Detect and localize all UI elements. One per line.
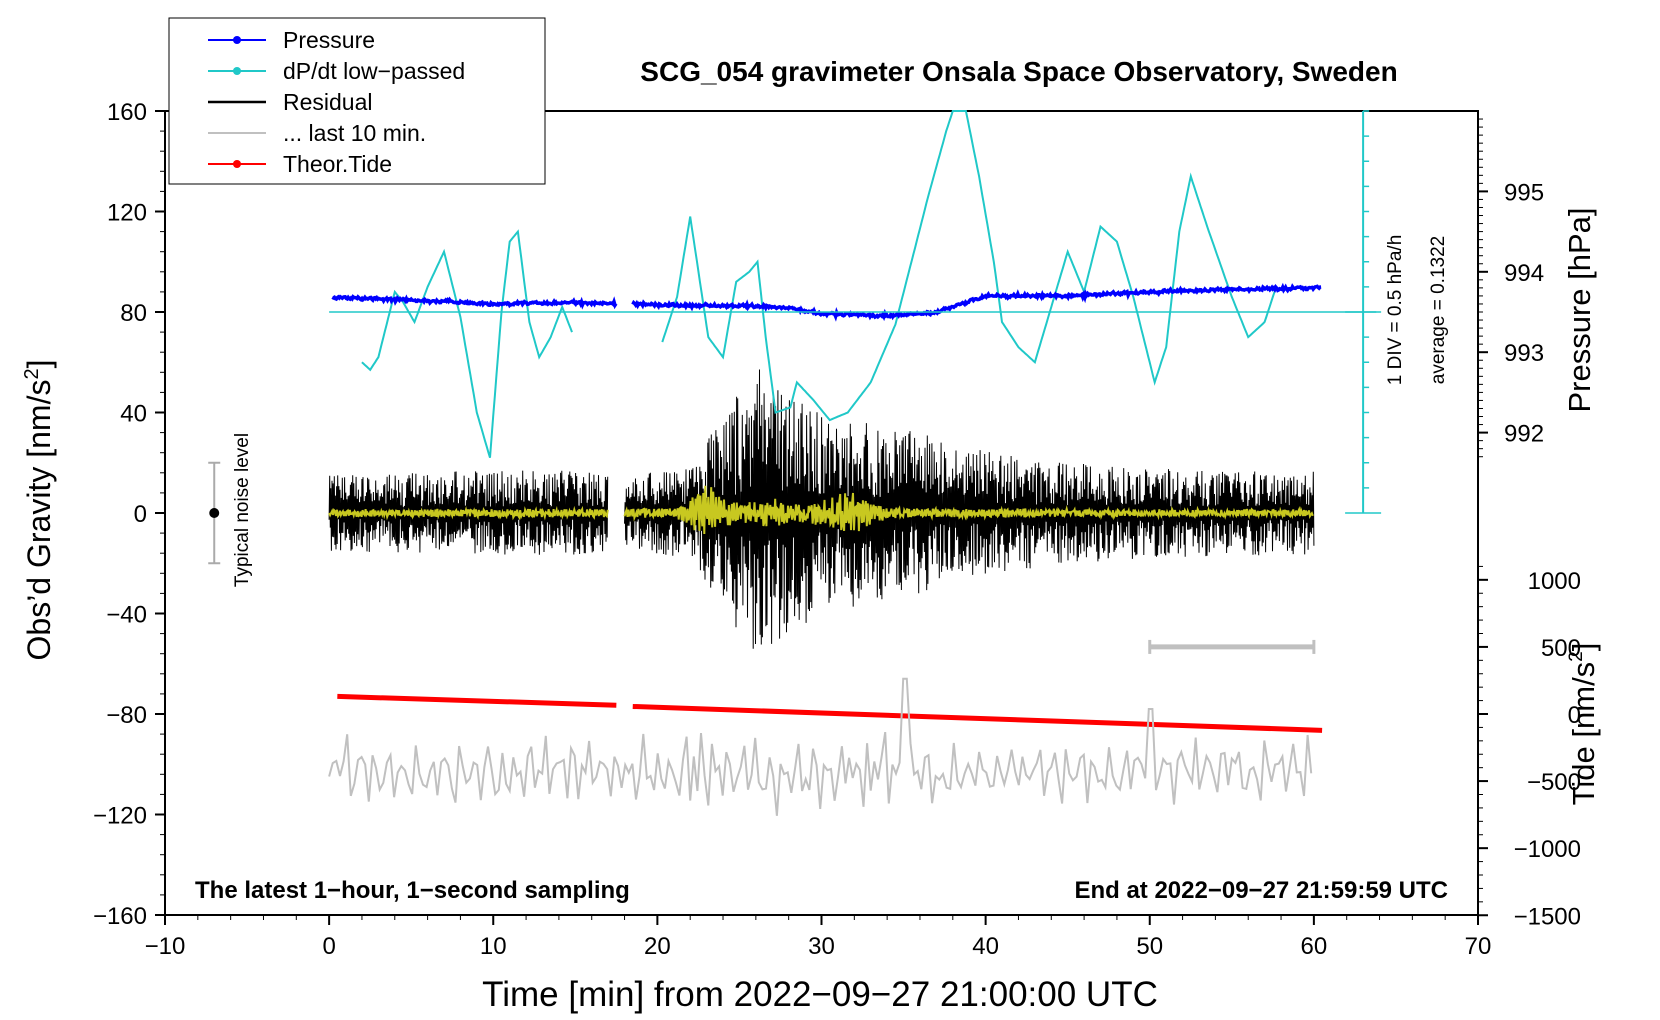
pressure-tick-label: 992 — [1504, 421, 1544, 448]
x-tick-label: 20 — [644, 933, 671, 960]
y-tick-label: 120 — [107, 200, 147, 227]
x-axis: −10 0 10 20 30 40 50 60 70 — [145, 915, 1492, 960]
y-axis-label-tide: Tide [nm/s2] — [1566, 643, 1601, 806]
x-tick-label: −10 — [145, 933, 186, 960]
tide-tick-label: 1000 — [1528, 568, 1581, 595]
noise-bar-point — [209, 508, 220, 518]
series-layer — [328, 110, 1323, 816]
annotation-sampling: The latest 1−hour, 1−second sampling — [195, 877, 630, 904]
x-axis-label: Time [min] from 2022−09−27 21:00:00 UTC — [482, 975, 1158, 1014]
x-tick-label: 30 — [808, 933, 835, 960]
y-tick-label: 40 — [120, 401, 147, 428]
tide-tick-label: −500 — [1527, 769, 1581, 796]
dpdt-line — [661, 110, 1278, 422]
pressure-line — [331, 294, 618, 310]
y-axis-tide: 1000 500 0 −500 −1000 −1500 — [1478, 565, 1581, 930]
tide-tick-label: −1500 — [1514, 903, 1581, 930]
x-tick-label: 50 — [1136, 933, 1163, 960]
filtered-residual-line — [328, 505, 609, 521]
pressure-tick-label: 995 — [1504, 179, 1544, 206]
legend-label: Theor.Tide — [283, 151, 392, 177]
annotation-div-scale: 1 DIV = 0.5 hPa/h — [1385, 235, 1406, 386]
tide-tick-label: 500 — [1541, 635, 1581, 662]
y-axis-gravity: 160 120 80 40 0 −40 −80 −120 −160 — [93, 99, 165, 930]
y-tick-label: −120 — [93, 803, 147, 830]
legend: Pressure dP/dt low−passed Residual ... last… — [168, 17, 546, 185]
last-10-min-line — [328, 677, 1313, 816]
x-tick-label: 70 — [1465, 933, 1492, 960]
legend-label: dP/dt low−passed — [283, 58, 465, 84]
x-tick-label: 10 — [480, 933, 507, 960]
y-tick-label: 0 — [134, 501, 147, 528]
y-axis-pressure: 992 993 994 995 — [1478, 118, 1544, 458]
x-tick-label: 60 — [1301, 933, 1328, 960]
legend-marker — [233, 160, 241, 168]
x-tick-label: 40 — [972, 933, 999, 960]
pressure-tick-label: 994 — [1504, 260, 1544, 287]
dpdt-line — [361, 229, 573, 458]
annotations — [208, 110, 1382, 654]
pressure-line — [631, 282, 1322, 322]
y-tick-label: 160 — [107, 99, 147, 126]
annotation-average: average = 0.1322 — [1428, 236, 1449, 384]
y-tick-label: −40 — [106, 602, 147, 629]
legend-marker — [233, 36, 241, 44]
y-axis-label-pressure: Pressure [hPa] — [1562, 207, 1597, 412]
legend-label: Pressure — [283, 27, 375, 53]
pressure-tick-label: 993 — [1504, 340, 1544, 367]
y-axis-label-gravity: Obs’d Gravity [nm/s2] — [21, 360, 57, 661]
tide-tick-label: 0 — [1568, 702, 1581, 729]
tide-line — [632, 703, 1323, 733]
chart-title: SCG_054 gravimeter Onsala Space Observat… — [640, 56, 1397, 87]
y-tick-label: −80 — [106, 702, 147, 729]
legend-label: ... last 10 min. — [283, 120, 426, 146]
filtered-residual-line — [623, 485, 1314, 535]
tide-line — [337, 693, 617, 708]
y-tick-label: 80 — [120, 300, 147, 327]
tide-tick-label: −1000 — [1514, 836, 1581, 863]
legend-label: Residual — [283, 89, 373, 115]
annotation-noise-level: Typical noise level — [232, 433, 253, 587]
x-tick-label: 0 — [322, 933, 335, 960]
annotation-end-time: End at 2022−09−27 21:59:59 UTC — [1074, 877, 1448, 904]
residual-line — [624, 369, 1315, 649]
legend-marker — [233, 67, 241, 75]
y-tick-label: −160 — [93, 903, 147, 930]
